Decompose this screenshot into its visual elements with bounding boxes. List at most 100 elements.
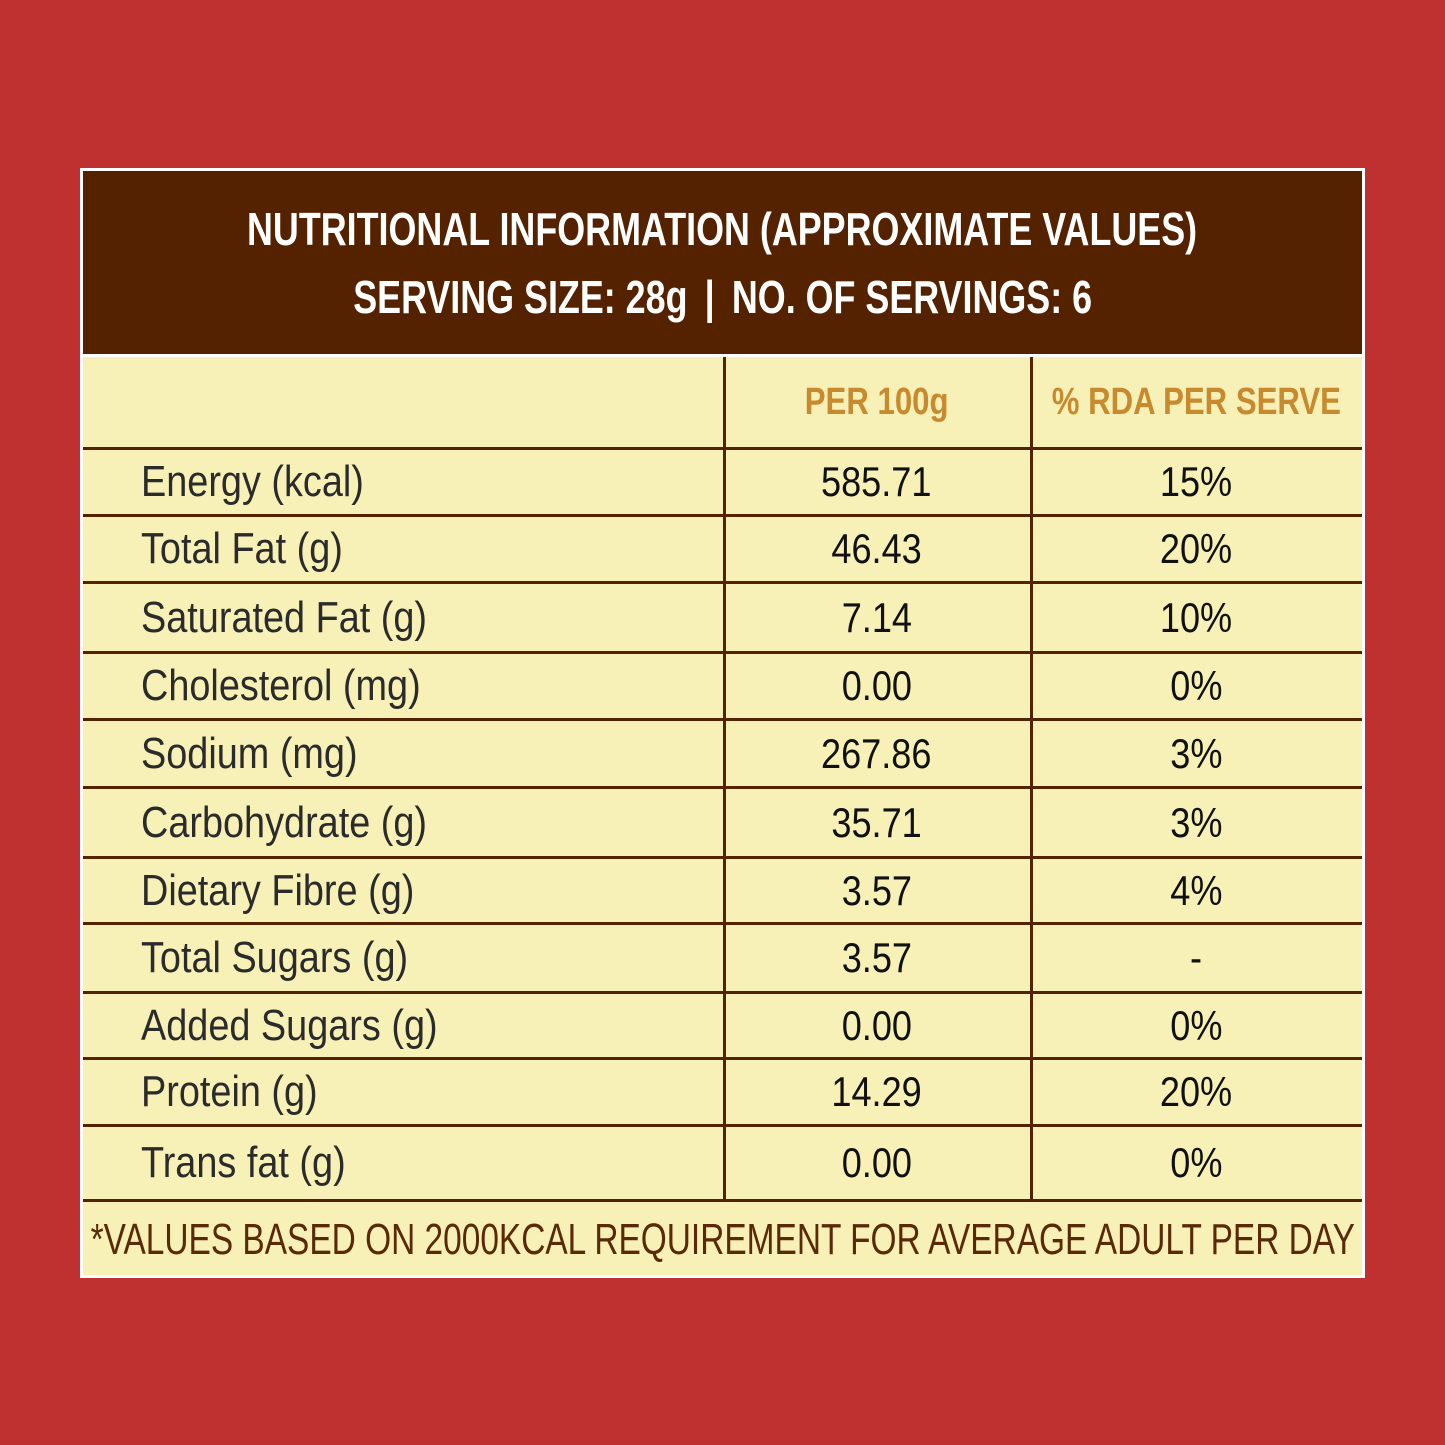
nutrient-name: Dietary Fibre (g) [141,865,415,915]
rda-cell: 10% [1030,584,1362,651]
nutrient-name-cell: Added Sugars (g) [83,994,723,1057]
nutrient-name-cell: Sodium (mg) [83,721,723,786]
rda-value: 0% [1169,662,1223,709]
rda-value: 0% [1169,1139,1223,1186]
table-row: Total Fat (g) 46.43 20% [83,517,1362,581]
footnote-text: *VALUES BASED ON 2000KCAL REQUIREMENT FO… [90,1215,1355,1264]
rda-value: 3% [1169,729,1223,777]
per-100g-cell: 7.14 [723,584,1030,651]
nutrient-name: Total Fat (g) [141,524,343,573]
per-100g-value: 267.86 [821,729,932,777]
row-divider [83,447,1362,450]
rda-cell: 15% [1030,450,1362,514]
table-row: Dietary Fibre (g) 3.57 4% [83,859,1362,922]
per-100g-cell: 0.00 [723,1127,1030,1199]
per-100g-value: 35.71 [831,798,922,846]
nutrient-name: Added Sugars (g) [141,1000,438,1050]
row-divider [83,1124,1362,1127]
nutrient-name-cell: Protein (g) [83,1060,723,1124]
header-serving-info: SERVING SIZE: 28g | NO. OF SERVINGS: 6 [353,263,1092,331]
per-100g-cell: 14.29 [723,1060,1030,1124]
rda-value: - [1189,934,1203,981]
row-divider [83,856,1362,859]
nutrition-table: PER 100g % RDA PER SERVE Energy (kcal) 58… [83,357,1362,1275]
rda-value: 10% [1159,593,1233,641]
row-divider [83,922,1362,925]
nutrient-name-cell: Total Fat (g) [83,517,723,581]
column-divider [723,357,726,1202]
column-divider [1030,357,1033,1202]
nutrient-name-cell: Cholesterol (mg) [83,654,723,718]
rda-cell: 3% [1030,789,1362,856]
table-row: Total Sugars (g) 3.57 - [83,925,1362,991]
per-100g-cell: 0.00 [723,654,1030,718]
per-100g-value: 46.43 [831,525,922,572]
rda-value: 3% [1169,798,1223,846]
nutrient-name: Cholesterol (mg) [141,661,421,710]
per-100g-cell: 267.86 [723,721,1030,786]
rda-value: 20% [1159,525,1233,572]
nutrient-name-cell: Dietary Fibre (g) [83,859,723,922]
nutrient-name-cell: Total Sugars (g) [83,925,723,991]
row-divider [83,1057,1362,1060]
row-divider [83,581,1362,584]
nutrient-name: Energy (kcal) [141,457,364,506]
table-row: Added Sugars (g) 0.00 0% [83,994,1362,1057]
rda-value: 15% [1159,458,1233,505]
footnote: *VALUES BASED ON 2000KCAL REQUIREMENT FO… [83,1205,1362,1275]
table-row: Sodium (mg) 267.86 3% [83,721,1362,786]
table-row: Cholesterol (mg) 0.00 0% [83,654,1362,718]
per-100g-cell: 3.57 [723,859,1030,922]
rda-cell: 0% [1030,994,1362,1057]
nutrient-name: Saturated Fat (g) [141,592,428,642]
row-divider [83,991,1362,994]
per-100g-value: 0.00 [841,1139,912,1186]
rda-cell: 3% [1030,721,1362,786]
per-100g-cell: 3.57 [723,925,1030,991]
nutrient-name: Carbohydrate (g) [141,797,428,847]
row-divider [83,718,1362,721]
per-100g-value: 3.57 [841,866,912,914]
column-header-nutrient [83,357,723,447]
rda-cell: 0% [1030,654,1362,718]
rda-value: 0% [1169,1001,1223,1049]
serving-size: SERVING SIZE: 28g [353,270,688,323]
per-100g-value: 3.57 [841,934,912,981]
per-100g-value: 7.14 [841,593,912,641]
rda-cell: 4% [1030,859,1362,922]
header-separator: | [704,270,715,323]
rda-cell: - [1030,925,1362,991]
per-100g-value: 585.71 [821,458,932,505]
per-100g-cell: 35.71 [723,789,1030,856]
nutrient-name-cell: Saturated Fat (g) [83,584,723,651]
table-header-row: PER 100g % RDA PER SERVE [83,357,1362,447]
nutrient-name-cell: Trans fat (g) [83,1127,723,1199]
table-row: Energy (kcal) 585.71 15% [83,450,1362,514]
table-row: Carbohydrate (g) 35.71 3% [83,789,1362,856]
table-row: Trans fat (g) 0.00 0% [83,1127,1362,1199]
row-divider [83,1199,1362,1202]
nutrient-name: Sodium (mg) [141,728,358,778]
row-divider [83,651,1362,654]
per-100g-value: 0.00 [841,1001,912,1049]
rda-value: 20% [1159,1068,1233,1115]
column-header-per-100g: PER 100g [804,380,949,423]
servings-count: NO. OF SERVINGS: 6 [731,270,1092,323]
table-row: Protein (g) 14.29 20% [83,1060,1362,1124]
row-divider [83,786,1362,789]
per-100g-cell: 585.71 [723,450,1030,514]
nutrition-header: NUTRITIONAL INFORMATION (APPROXIMATE VAL… [83,171,1362,354]
rda-value: 4% [1169,866,1223,914]
per-100g-cell: 46.43 [723,517,1030,581]
row-divider [83,514,1362,517]
rda-cell: 20% [1030,517,1362,581]
nutrient-name: Total Sugars (g) [141,933,409,982]
nutrient-name-cell: Carbohydrate (g) [83,789,723,856]
nutrient-name: Trans fat (g) [141,1138,346,1187]
per-100g-cell: 0.00 [723,994,1030,1057]
rda-cell: 0% [1030,1127,1362,1199]
column-header-rda: % RDA PER SERVE [1051,380,1341,423]
per-100g-value: 14.29 [831,1068,922,1115]
nutrient-name-cell: Energy (kcal) [83,450,723,514]
table-row: Saturated Fat (g) 7.14 10% [83,584,1362,651]
